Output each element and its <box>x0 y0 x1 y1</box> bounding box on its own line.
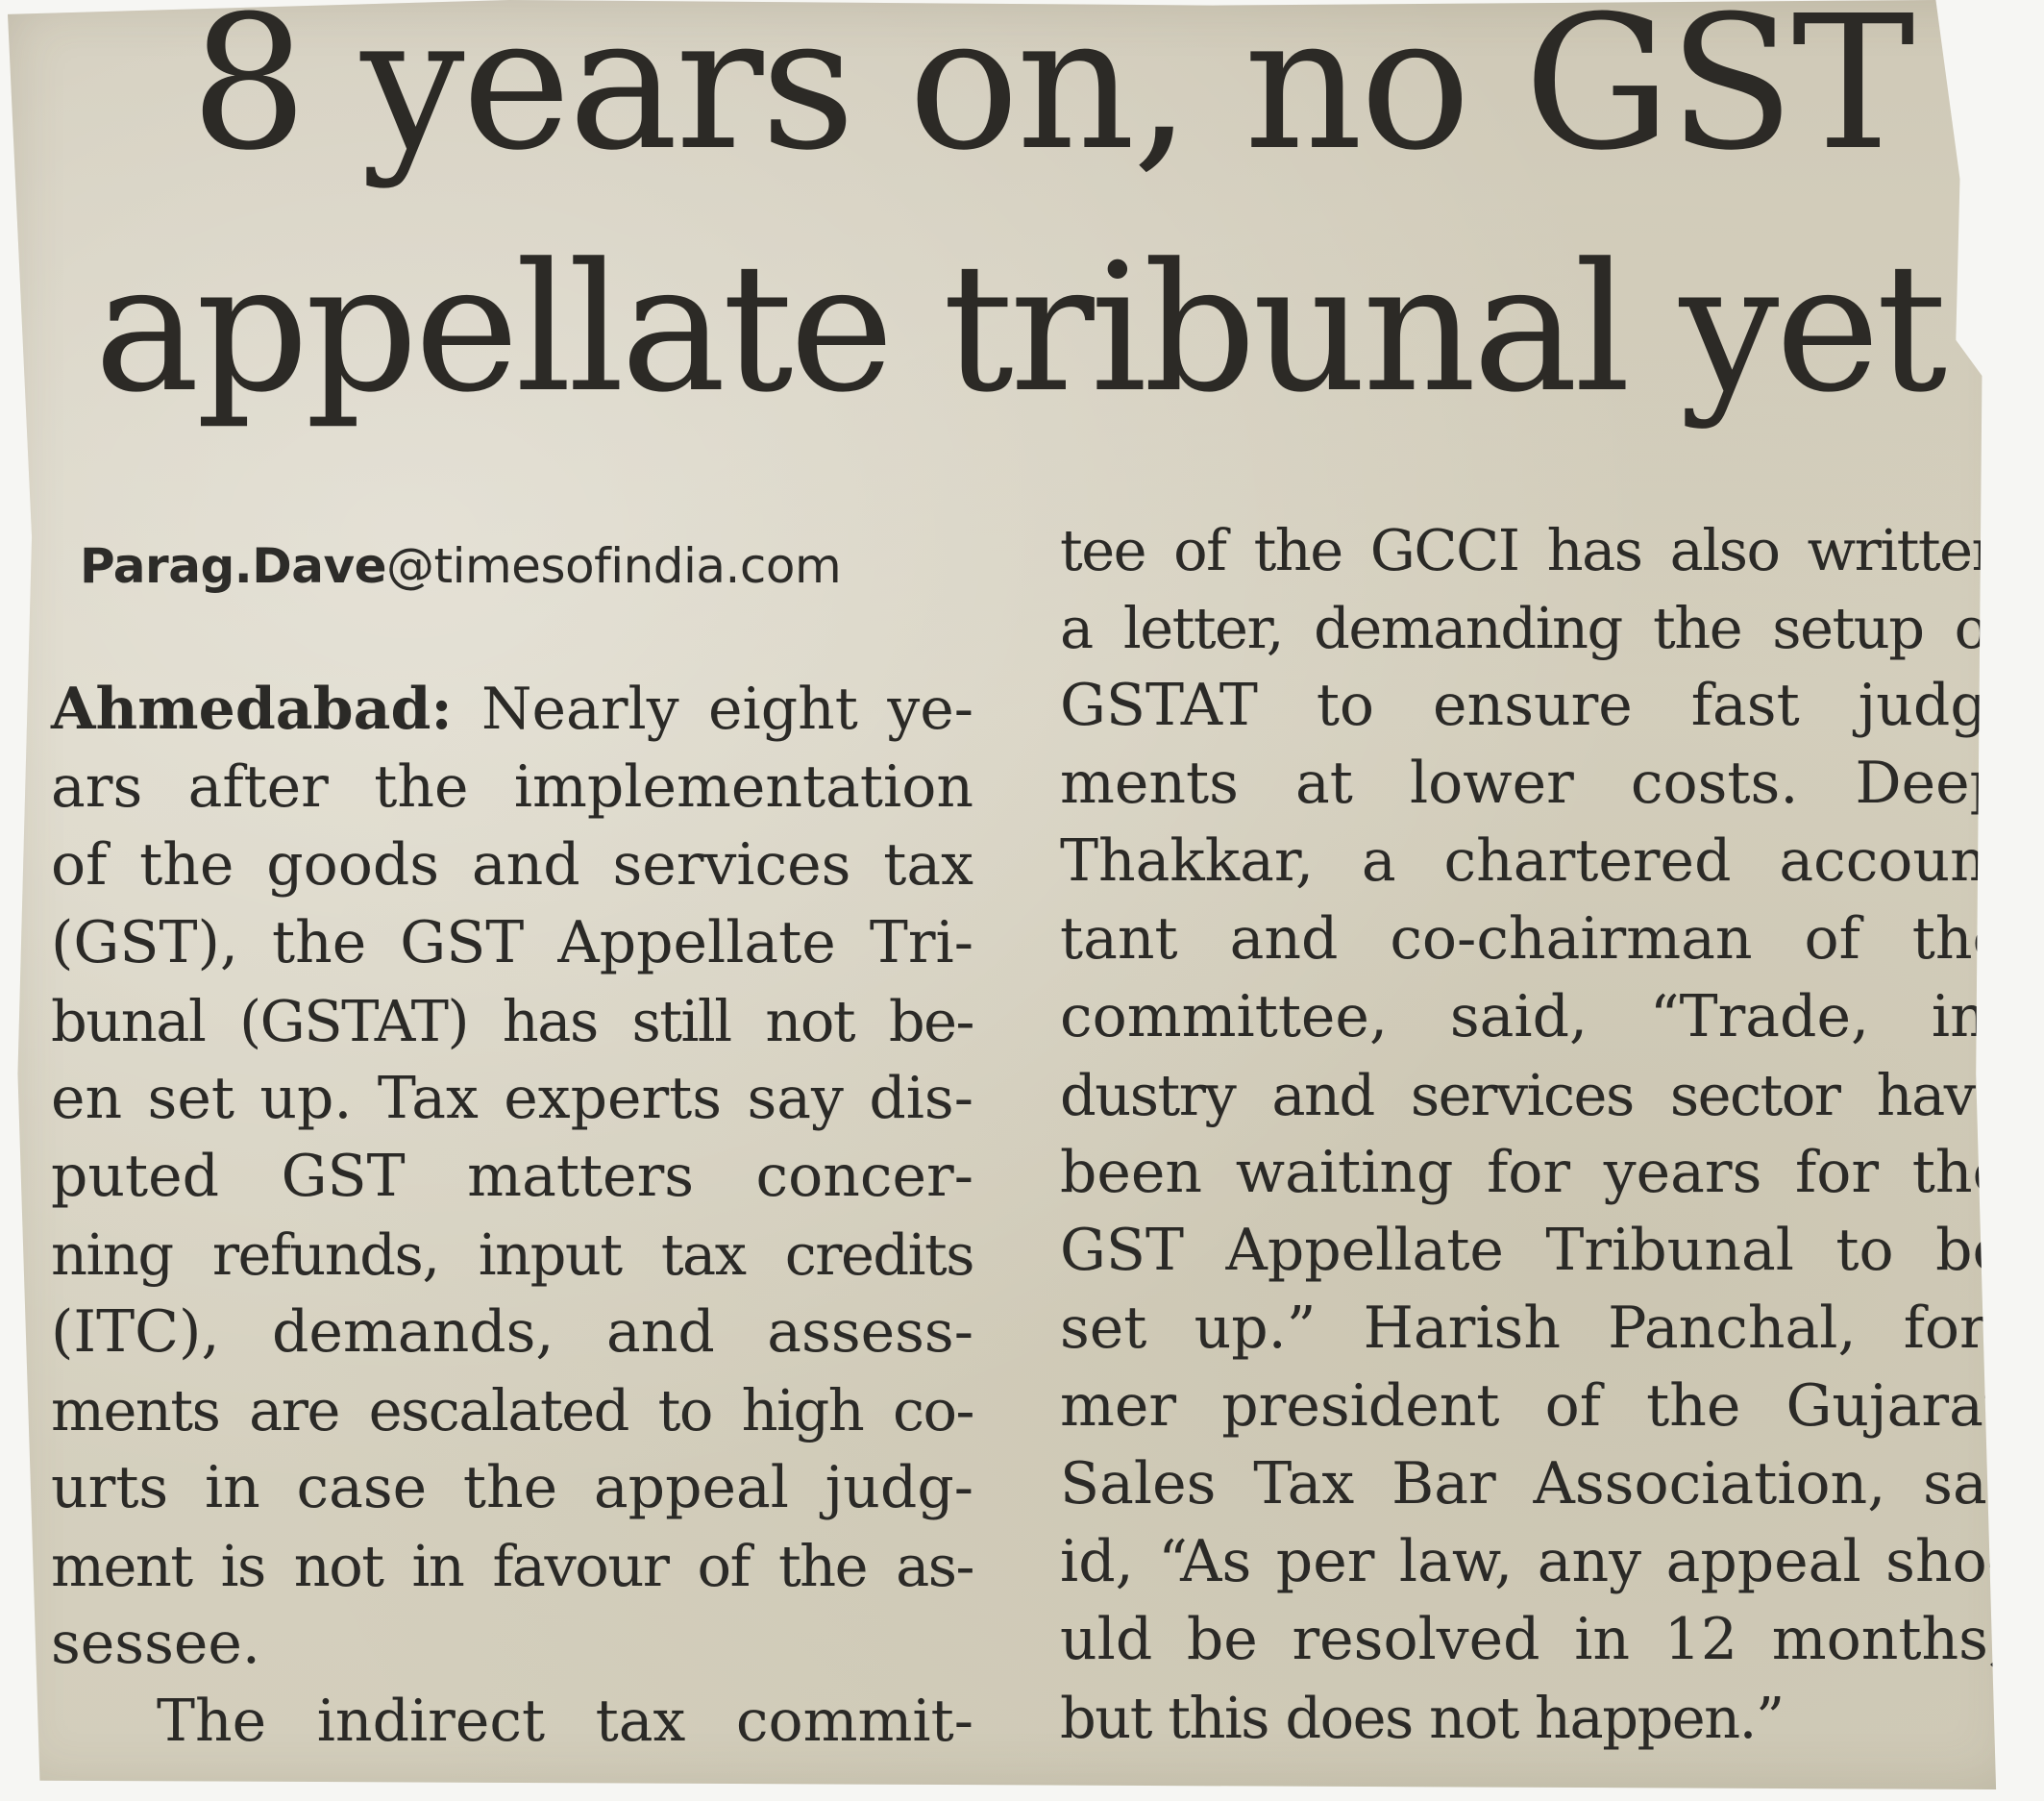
column-left-line-1: Ahmedabad: Nearly eight ye- <box>51 676 973 743</box>
dateline: Ahmedabad: <box>51 676 453 743</box>
column-right-line-10: GST Appellate Tribunal to be <box>1060 1217 2007 1284</box>
column-left-line-9: (ITC), demands, and assess- <box>51 1298 973 1366</box>
column-right-line-12: mer president of the Gujarat <box>1060 1372 2007 1440</box>
column-left-line-13: sessee. <box>51 1610 260 1677</box>
column-left-line-3: of the goods and services tax <box>51 831 973 899</box>
column-right-line-1: tee of the GCCI has also written <box>1060 517 2007 583</box>
column-left-line-4: (GST), the GST Appellate Tri- <box>51 909 973 976</box>
column-left-line-7: puted GST matters concer- <box>51 1143 973 1210</box>
column-left-line-14: The indirect tax commit- <box>157 1688 973 1755</box>
column-right-line-8: dustry and services sector have <box>1060 1062 2007 1128</box>
column-left-line-12: ment is not in favour of the as- <box>51 1533 975 1599</box>
column-right-line-3: GSTAT to ensure fast judg- <box>1060 672 2007 739</box>
byline-email: Parag.Dave@timesofindia.com <box>80 538 842 594</box>
column-right-line-14: id, “As per law, any appeal sho- <box>1060 1528 2007 1595</box>
column-right-line-11: set up.” Harish Panchal, for- <box>1060 1295 2007 1362</box>
column-right-line-16: but this does not happen.” <box>1060 1685 1785 1751</box>
column-right-line-13: Sales Tax Bar Association, sa- <box>1060 1450 2007 1517</box>
column-left-line-5: bunal (GSTAT) has still not be- <box>51 988 975 1054</box>
column-right-line-5: Thakkar, a chartered accoun- <box>1060 827 2007 895</box>
column-right-line-4: ments at lower costs. Deep <box>1060 750 2007 817</box>
column-right-line-6: tant and co-chairman of the <box>1060 905 2007 973</box>
newspaper-clipping: 8 years on, no GST appellate tribunal ye… <box>8 0 2007 1789</box>
byline-domain: @timesofindia.com <box>385 538 842 594</box>
column-left-line-6: en set up. Tax experts say dis- <box>51 1065 973 1132</box>
column-right-line-2: a letter, demanding the setup of <box>1060 595 2007 661</box>
column-right-line-15: uld be resolved in 12 months, <box>1060 1606 2007 1673</box>
column-right-line-7: committee, said, “Trade, in- <box>1060 983 2007 1050</box>
article-column-left: Ahmedabad: Nearly eight ye- ars after th… <box>51 671 975 1761</box>
column-left-line-8: ning refunds, input tax credits <box>51 1221 975 1288</box>
headline-line-2: appellate tribunal yet <box>94 226 1947 432</box>
byline-user: Parag.Dave <box>80 538 386 594</box>
column-left-line-10: ments are escalated to high co- <box>51 1377 975 1443</box>
column-left-line-11: urts in case the appeal judg- <box>51 1454 973 1521</box>
article-column-right: tee of the GCCI has also written a lette… <box>1060 511 2007 1757</box>
column-right-line-9: been waiting for years for the <box>1060 1139 2007 1206</box>
headline-line-1: 8 years on, no GST <box>190 0 1915 191</box>
column-left-line-2: ars after the implementation <box>51 753 973 821</box>
